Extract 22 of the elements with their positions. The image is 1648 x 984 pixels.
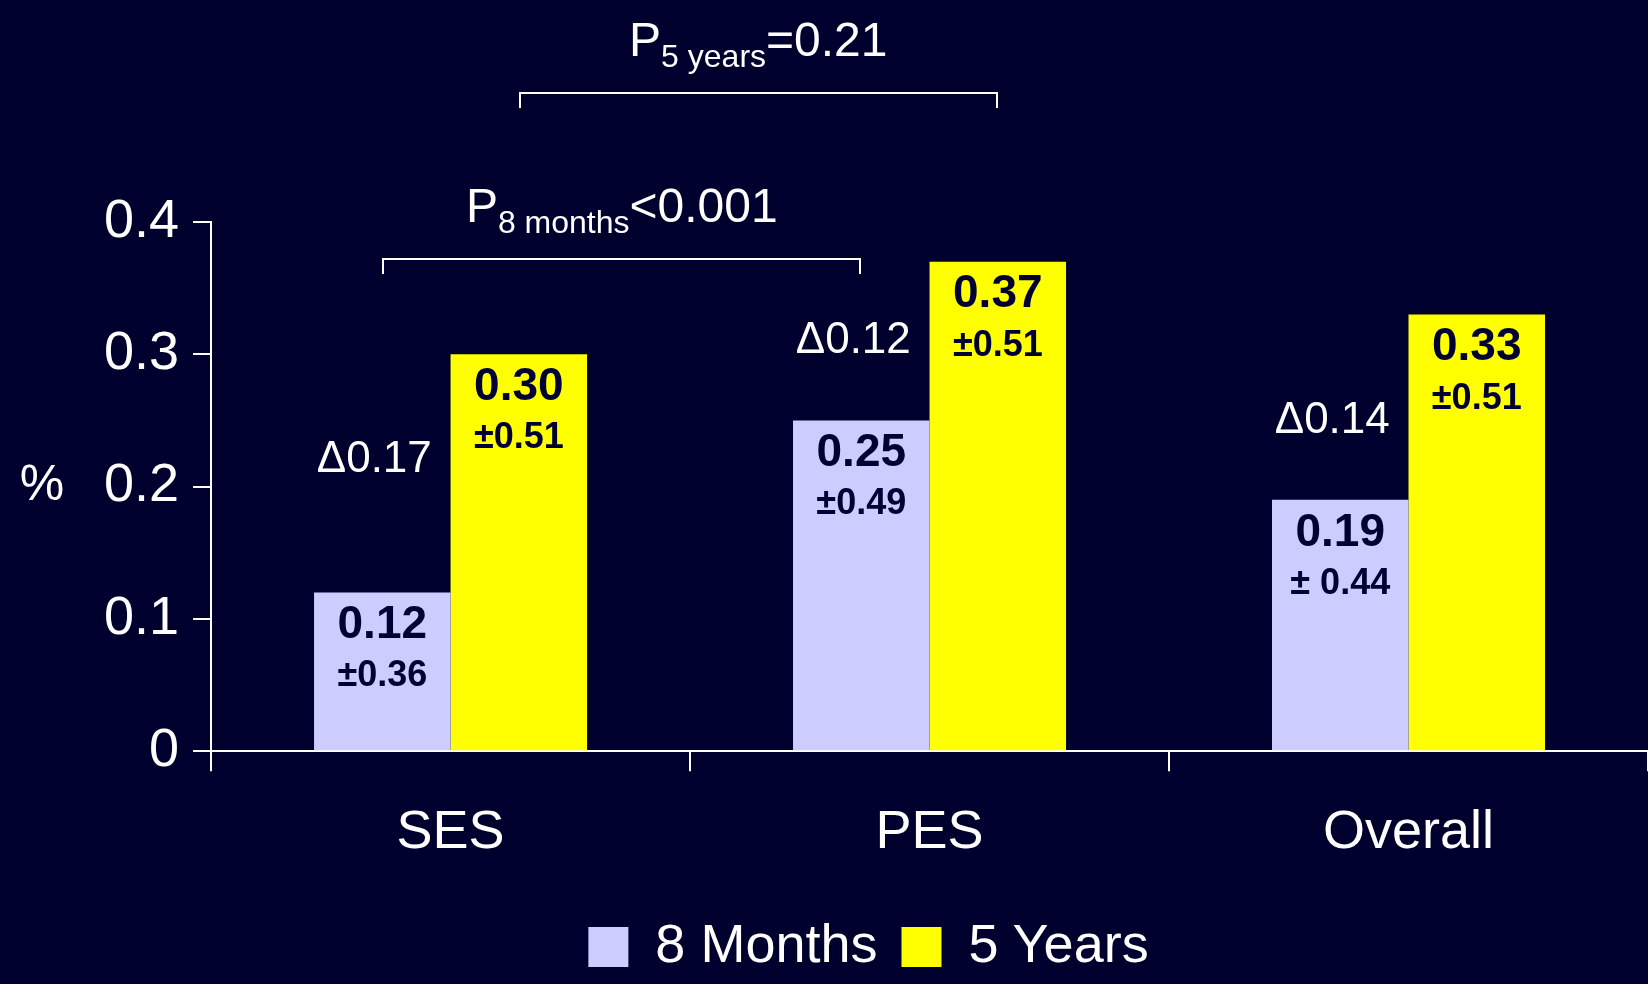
x-tick-label: PES [875, 799, 984, 860]
y-tick-label: 0.3 [103, 320, 180, 381]
legend-label: 8 Months [655, 912, 878, 973]
annotation: Δ0.12 [795, 313, 911, 363]
data-label: 0.19 ± 0.44 [1290, 503, 1391, 602]
text: P$_{5 years}$=0.21 [629, 12, 888, 75]
x-tick-label: SES [396, 799, 505, 860]
x-tick-label: Overall [1322, 799, 1495, 860]
data-label: 0.33 ±0.51 [1431, 318, 1522, 417]
data-label: 0.25 ±0.49 [816, 424, 907, 523]
annotation: Δ0.14 [1274, 392, 1390, 442]
y-tick-label: 0.1 [103, 584, 180, 645]
y-tick-label: 0.2 [103, 452, 180, 513]
annotation: Δ0.17 [316, 432, 432, 482]
legend-label: 5 Years [968, 912, 1149, 973]
data-label: 0.37 ±0.51 [952, 265, 1043, 364]
y-axis-title: % [19, 455, 65, 512]
y-tick-label: 0.4 [103, 187, 180, 248]
data-label: 0.12 ±0.36 [337, 596, 428, 695]
data-label: 0.30 ±0.51 [473, 357, 564, 457]
annotation: P$_{8 months}$<0.001 [465, 178, 778, 241]
y-tick-label: 0 [149, 717, 180, 778]
